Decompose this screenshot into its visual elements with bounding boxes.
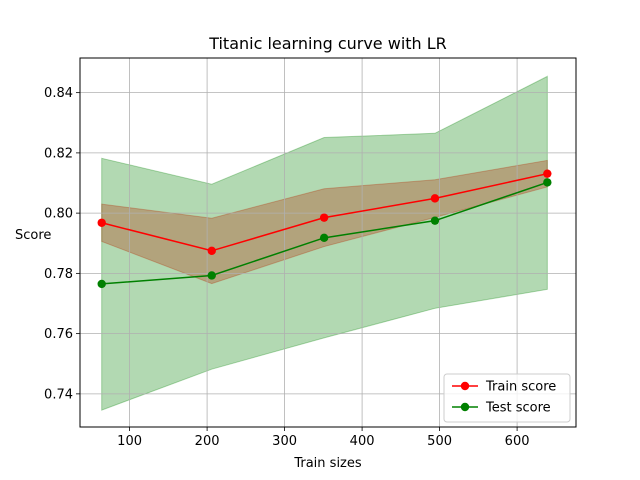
- legend-marker-train-score: [460, 381, 470, 391]
- point-test-score: [543, 178, 552, 187]
- point-test-score: [430, 216, 440, 225]
- x-tick-label: 300: [272, 434, 297, 449]
- y-tick-label: 0.84: [44, 86, 73, 101]
- legend-marker-test-score: [460, 402, 470, 412]
- band-test-score: [101, 75, 548, 411]
- plot-frame: [79, 57, 577, 428]
- y-axis-label: Score: [15, 228, 51, 243]
- axes-frame: [79, 57, 577, 428]
- point-train-score: [430, 194, 440, 203]
- x-tick-label: 100: [117, 434, 142, 449]
- point-train-score: [97, 218, 106, 227]
- y-tick-label: 0.80: [44, 207, 73, 222]
- y-tick-label: 0.78: [44, 267, 73, 282]
- point-train-score: [543, 169, 552, 178]
- point-train-score: [319, 213, 329, 222]
- point-test-score: [207, 271, 216, 280]
- y-tick-label: 0.82: [44, 146, 73, 161]
- x-tick-label: 600: [505, 434, 530, 449]
- grid-lines: [80, 58, 576, 427]
- point-test-score: [97, 279, 106, 289]
- series-lines: [97, 169, 552, 289]
- legend-label-test-score: Test score: [485, 401, 551, 416]
- y-tick-label: 0.74: [44, 387, 73, 402]
- point-test-score: [319, 233, 329, 243]
- chart-title: Titanic learning curve with LR: [208, 34, 447, 53]
- x-tick-label: 400: [350, 434, 375, 449]
- point-train-score: [207, 246, 216, 255]
- tick-labels: 100 200 300 400 500 600 0.74 0.76 0.78 0.80 0.82 0.…: [44, 86, 529, 449]
- legend: Train score Test score: [443, 373, 571, 423]
- x-tick-label: 500: [427, 434, 452, 449]
- y-tick-label: 0.76: [44, 327, 73, 342]
- legend-label-train-score: Train score: [485, 380, 556, 395]
- x-axis-label: Train sizes: [293, 456, 362, 471]
- confidence-bands: [101, 75, 548, 411]
- x-tick-label: 200: [195, 434, 220, 449]
